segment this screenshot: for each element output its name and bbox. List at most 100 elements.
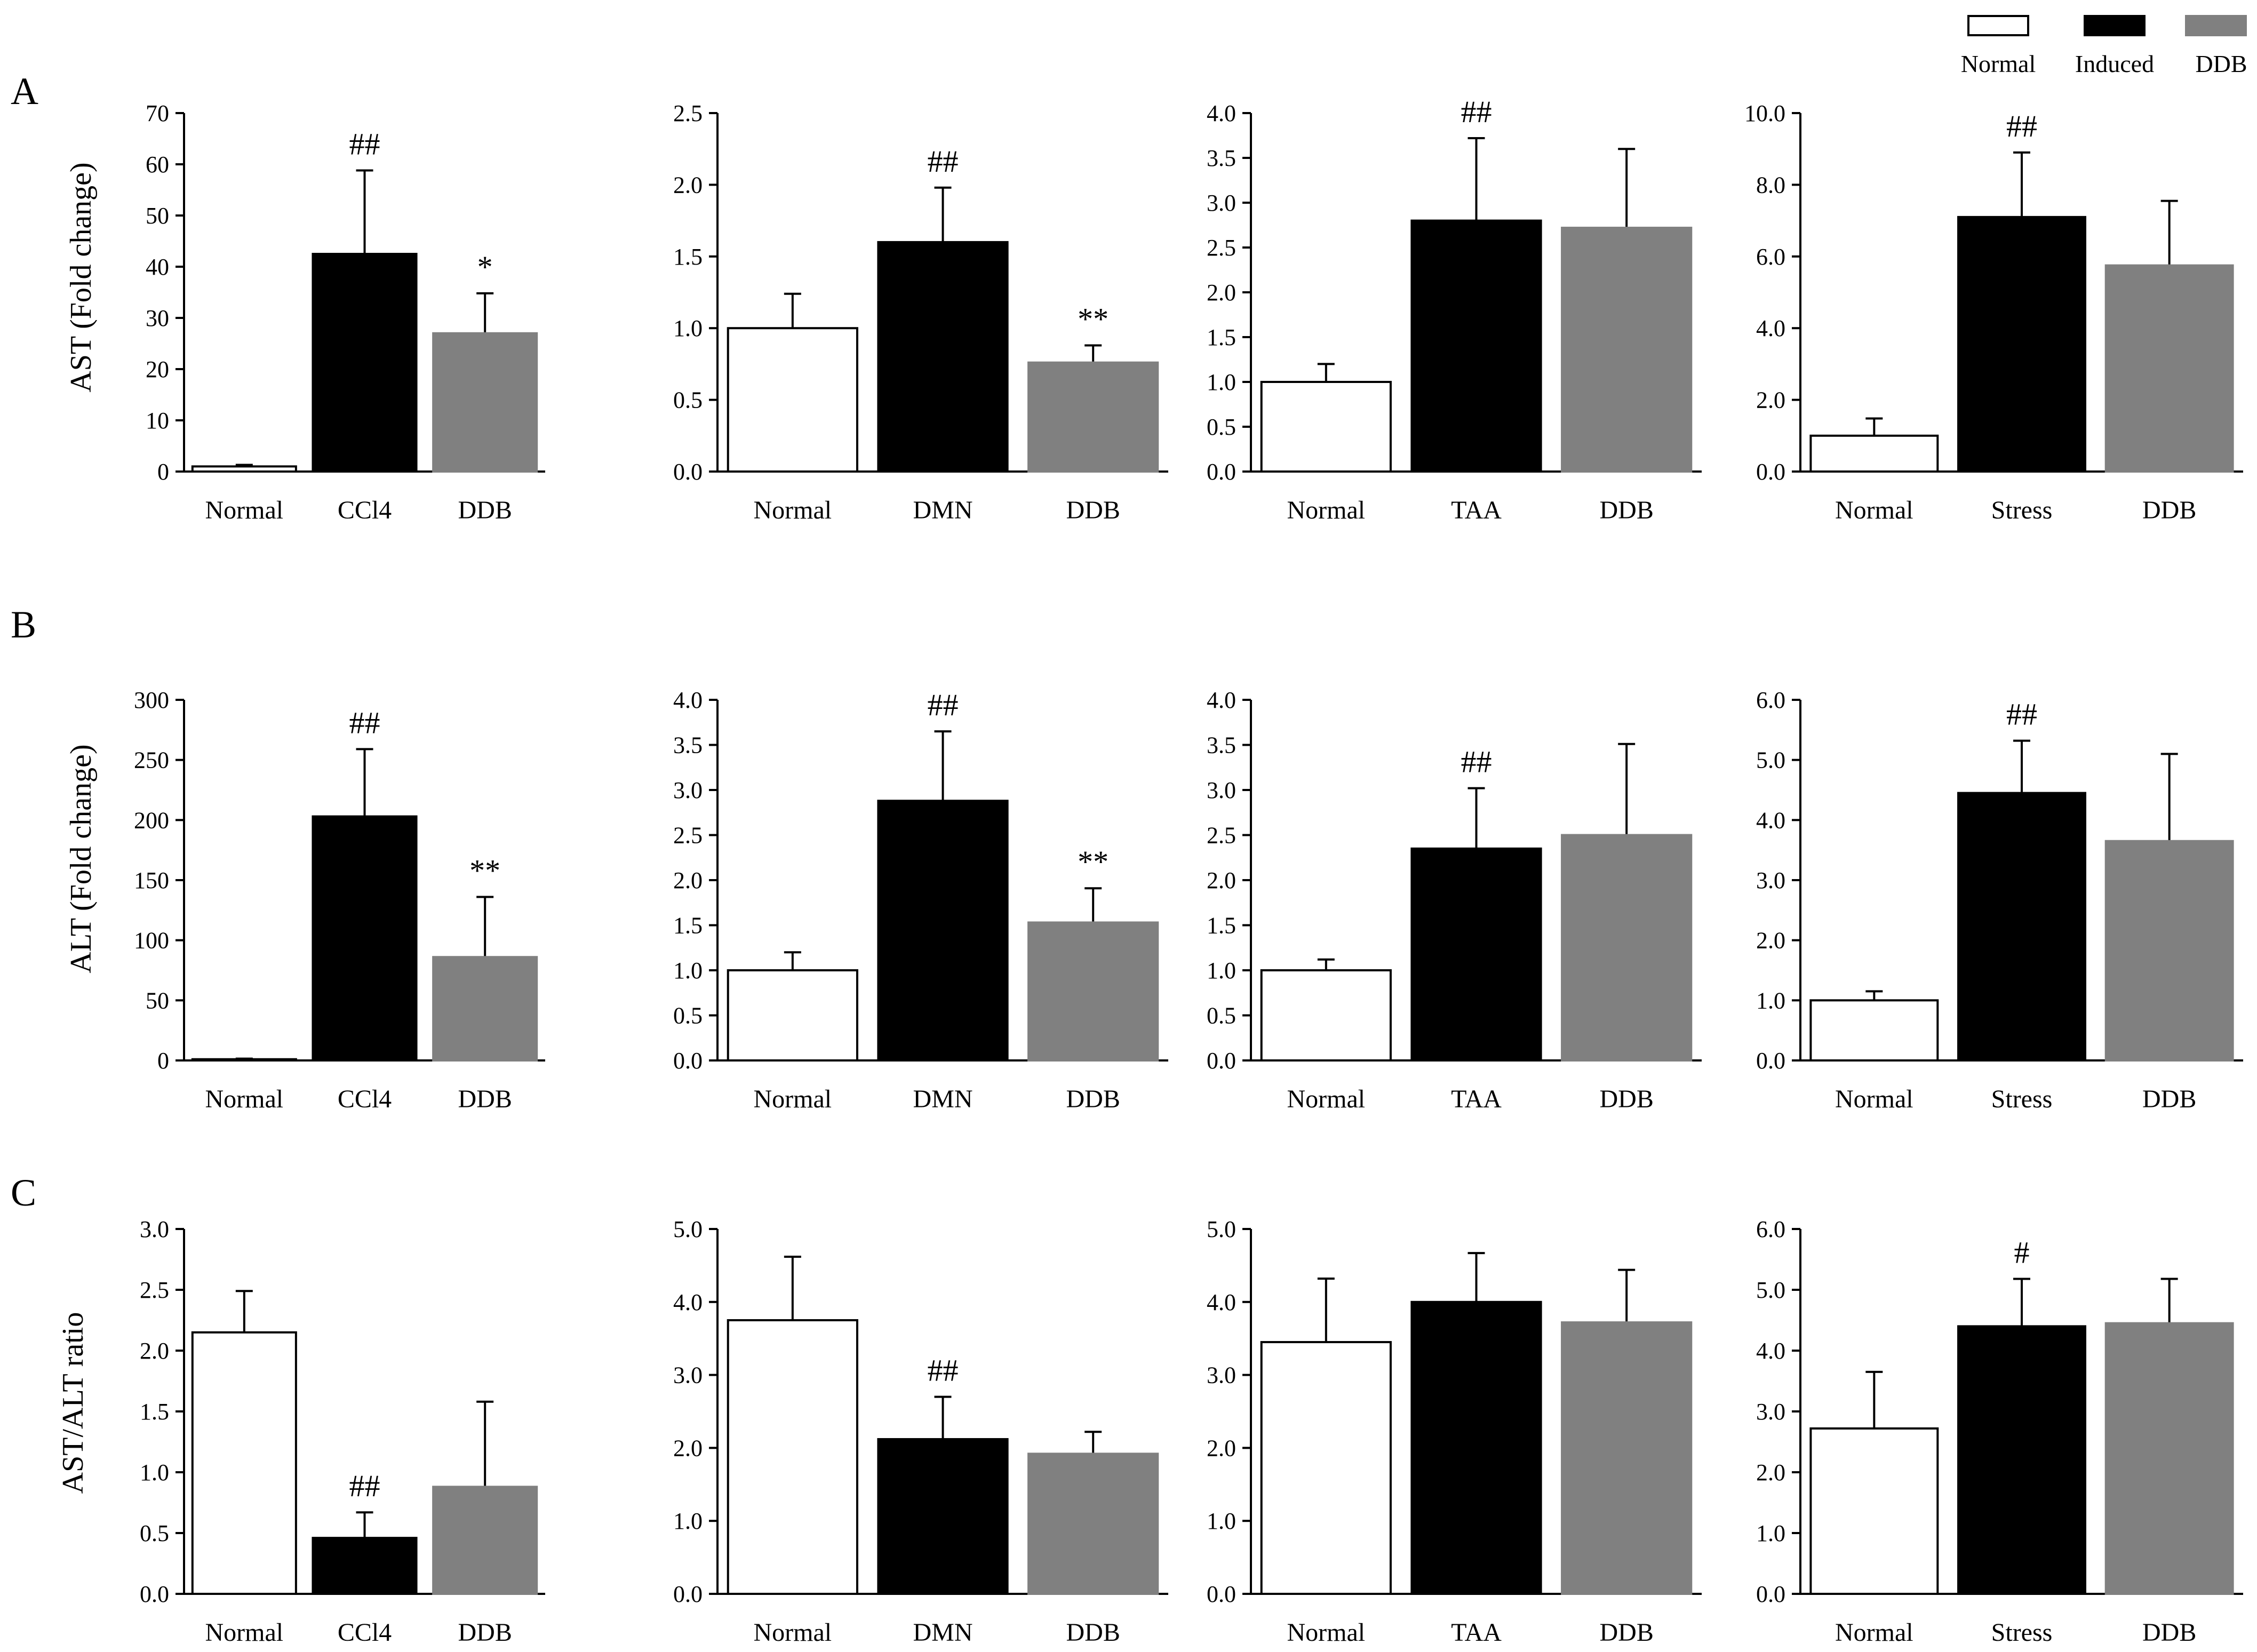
y-tick-label: 2.0: [1207, 867, 1236, 893]
y-tick-label: 0.0: [1756, 459, 1785, 485]
y-tick-label: 1.0: [1207, 1508, 1236, 1534]
bar-taa: [1410, 219, 1542, 473]
y-tick-label: 2.0: [1207, 1435, 1236, 1461]
chart-r2c3: 0.0 0.5 1.0 1.5 2.0 2.5 3.0 3.5 4.0 Normal TAA ## DD…: [1207, 687, 1702, 1113]
y-tick-label: 0.0: [1756, 1048, 1785, 1074]
y-tick-label: 10.0: [1744, 100, 1785, 126]
y-tick-label: 0.0: [1756, 1581, 1785, 1607]
y-tick-label: 20: [146, 356, 169, 382]
y-tick-label: 0: [157, 1048, 169, 1074]
y-tick-label: 3.0: [1756, 1399, 1785, 1425]
bar-ddb: [1561, 227, 1693, 473]
y-tick-label: 2.5: [140, 1277, 169, 1303]
significance-label: *: [477, 250, 493, 284]
y-tick-label: 4.0: [1756, 807, 1785, 833]
legend-swatch-normal: [1967, 15, 2029, 36]
y-tick-label: 2.5: [1207, 235, 1236, 261]
bar-ddb: [1027, 1453, 1159, 1595]
y-tick-label: 3.5: [1207, 145, 1236, 171]
y-tick-label: 5.0: [1756, 747, 1785, 773]
y-tick-label: 0.5: [1207, 414, 1236, 440]
bar-normal: [1260, 969, 1392, 1062]
legend: Normal Induced DDB: [1961, 15, 2247, 77]
y-tick-label: 50: [146, 203, 169, 229]
legend-swatch-induced: [2084, 15, 2146, 36]
y-tick-label: 0: [157, 459, 169, 485]
bar-ddb: [432, 1486, 538, 1595]
significance-label: ##: [1461, 94, 1492, 129]
chart-r1c3: 0.0 0.5 1.0 1.5 2.0 2.5 3.0 3.5 4.0 Normal TAA ## DD…: [1207, 94, 1702, 524]
bar-ddb: [1027, 361, 1159, 473]
bar-normal: [191, 1331, 297, 1595]
x-category-label: TAA: [1451, 496, 1502, 524]
y-tick-label: 6.0: [1756, 687, 1785, 713]
y-tick-label: 6.0: [1756, 244, 1785, 270]
x-category-label: CCl4: [338, 1618, 392, 1647]
x-category-label: Normal: [205, 1085, 284, 1113]
y-tick-label: 1.0: [673, 1508, 703, 1534]
y-tick-label: 70: [146, 100, 169, 126]
chart-r3c4: 0.0 1.0 2.0 3.0 4.0 5.0 6.0 Normal Stress # DDB: [1756, 1216, 2243, 1647]
x-category-label: DDB: [1066, 496, 1120, 524]
x-category-label: CCl4: [338, 1085, 392, 1113]
y-tick-label: 3.5: [1207, 732, 1236, 759]
y-tick-label: 4.0: [673, 687, 703, 713]
bar-ccl4: [312, 253, 418, 473]
y-tick-label: 3.0: [1207, 190, 1236, 216]
y-tick-label: 3.0: [1207, 777, 1236, 803]
bar-dmn: [877, 241, 1009, 473]
y-tick-label: 300: [134, 687, 169, 713]
significance-label: **: [1078, 844, 1108, 879]
y-tick-label: 0.0: [1207, 1048, 1236, 1074]
x-category-label: Normal: [1835, 1618, 1913, 1647]
y-tick-label: 3.0: [140, 1216, 169, 1242]
x-category-label: DDB: [458, 1085, 512, 1113]
y-tick-label: 5.0: [673, 1216, 703, 1242]
bar-taa: [1410, 1300, 1542, 1595]
x-category-label: DMN: [913, 496, 972, 524]
y-tick-label: 0.0: [673, 1581, 703, 1607]
y-tick-label: 2.0: [1756, 387, 1785, 413]
x-category-label: Normal: [1287, 1085, 1366, 1113]
y-tick-label: 1.0: [1207, 369, 1236, 395]
chart-r2c2: 0.0 0.5 1.0 1.5 2.0 2.5 3.0 3.5 4.0 Normal DMN ## DD…: [673, 687, 1168, 1113]
y-tick-label: 0.5: [1207, 1003, 1236, 1029]
y-tick-label: 1.0: [1756, 1520, 1785, 1546]
bar-normal: [727, 969, 858, 1062]
y-tick-label: 1.0: [1207, 957, 1236, 984]
y-tick-label: 2.5: [1207, 823, 1236, 849]
y-tick-label: 200: [134, 807, 169, 833]
bar-ddb: [2104, 840, 2234, 1062]
y-tick-label: 0.0: [673, 1048, 703, 1074]
y-tick-label: 1.5: [673, 244, 703, 270]
x-category-label: Stress: [1991, 496, 2053, 524]
x-category-label: DDB: [1599, 496, 1653, 524]
significance-label: ##: [2006, 109, 2037, 143]
x-category-label: Normal: [754, 1618, 832, 1647]
y-tick-label: 4.0: [1207, 687, 1236, 713]
charts: 0 10 20 30 40 50 60 70 Normal CCl4 ## DDB * 0.0 0.5 1.0…: [134, 94, 2243, 1647]
y-tick-label: 2.5: [673, 823, 703, 849]
y-tick-label: 5.0: [1207, 1216, 1236, 1242]
chart-r3c3: 0.0 1.0 2.0 3.0 4.0 5.0 Normal TAA DDB: [1207, 1216, 1702, 1647]
y-tick-label: 4.0: [673, 1289, 703, 1315]
y-tick-label: 4.0: [1756, 1338, 1785, 1364]
y-axis-label-ast: AST (Fold change): [65, 162, 98, 392]
y-tick-label: 2.0: [1756, 928, 1785, 954]
bar-normal: [727, 327, 858, 473]
y-tick-label: 50: [146, 987, 169, 1013]
significance-label: ##: [2006, 697, 2037, 732]
y-tick-label: 60: [146, 151, 169, 178]
panel-label-b: B: [11, 603, 36, 646]
y-tick-label: 1.0: [1756, 987, 1785, 1013]
x-category-label: DDB: [2142, 1085, 2196, 1113]
y-tick-label: 1.5: [140, 1399, 169, 1425]
x-category-label: Normal: [1287, 1618, 1366, 1647]
legend-swatch-ddb: [2185, 15, 2247, 36]
y-tick-label: 2.0: [1207, 280, 1236, 306]
y-tick-label: 250: [134, 747, 169, 773]
legend-label-ddb: DDB: [2195, 50, 2247, 77]
y-tick-label: 1.5: [1207, 913, 1236, 939]
bar-normal: [1260, 381, 1392, 473]
